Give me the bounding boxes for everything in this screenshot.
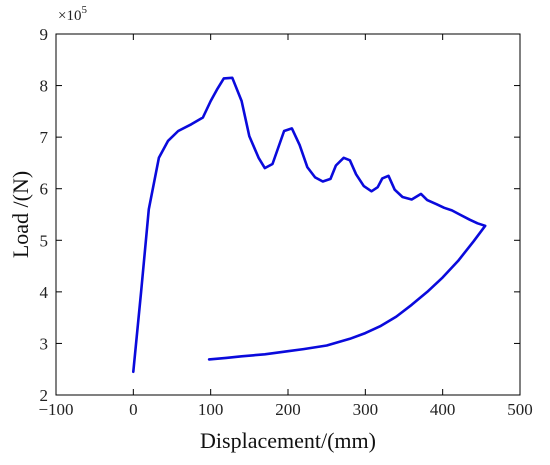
y-tick-label: 8 bbox=[40, 77, 49, 96]
y-axis-title: Load /(N) bbox=[8, 171, 33, 258]
x-tick-label: 300 bbox=[353, 400, 379, 419]
tick-labels-layer: −100 0 100 200 300 400 500 2 3 4 5 6 7 8 9 bbox=[38, 25, 532, 419]
series-layer bbox=[132, 76, 487, 374]
y-tick-label: 5 bbox=[40, 231, 49, 250]
y-tick-label: 3 bbox=[40, 334, 49, 353]
y-tick-label: 7 bbox=[40, 128, 49, 147]
y-tick-label: 9 bbox=[40, 25, 49, 44]
y-axis-multiplier-exponent: 5 bbox=[81, 4, 87, 16]
y-axis-multiplier-base: ×10 bbox=[58, 8, 81, 24]
plot-frame bbox=[55, 33, 521, 396]
y-tick-label: 6 bbox=[40, 180, 49, 199]
x-tick-label: 400 bbox=[430, 400, 456, 419]
y-axis-multiplier: ×105 bbox=[58, 4, 87, 24]
x-tick-label: 0 bbox=[129, 400, 138, 419]
y-tick-label: 4 bbox=[40, 283, 49, 302]
x-tick-label: 100 bbox=[198, 400, 224, 419]
x-tick-label: −100 bbox=[38, 400, 73, 419]
x-axis-title: Displacement/(mm) bbox=[200, 428, 376, 453]
x-tick-label: 500 bbox=[507, 400, 533, 419]
y-tick-label: 2 bbox=[40, 386, 49, 405]
ticks-layer bbox=[55, 33, 521, 396]
load-displacement-line bbox=[132, 76, 487, 374]
x-tick-label: 200 bbox=[275, 400, 301, 419]
